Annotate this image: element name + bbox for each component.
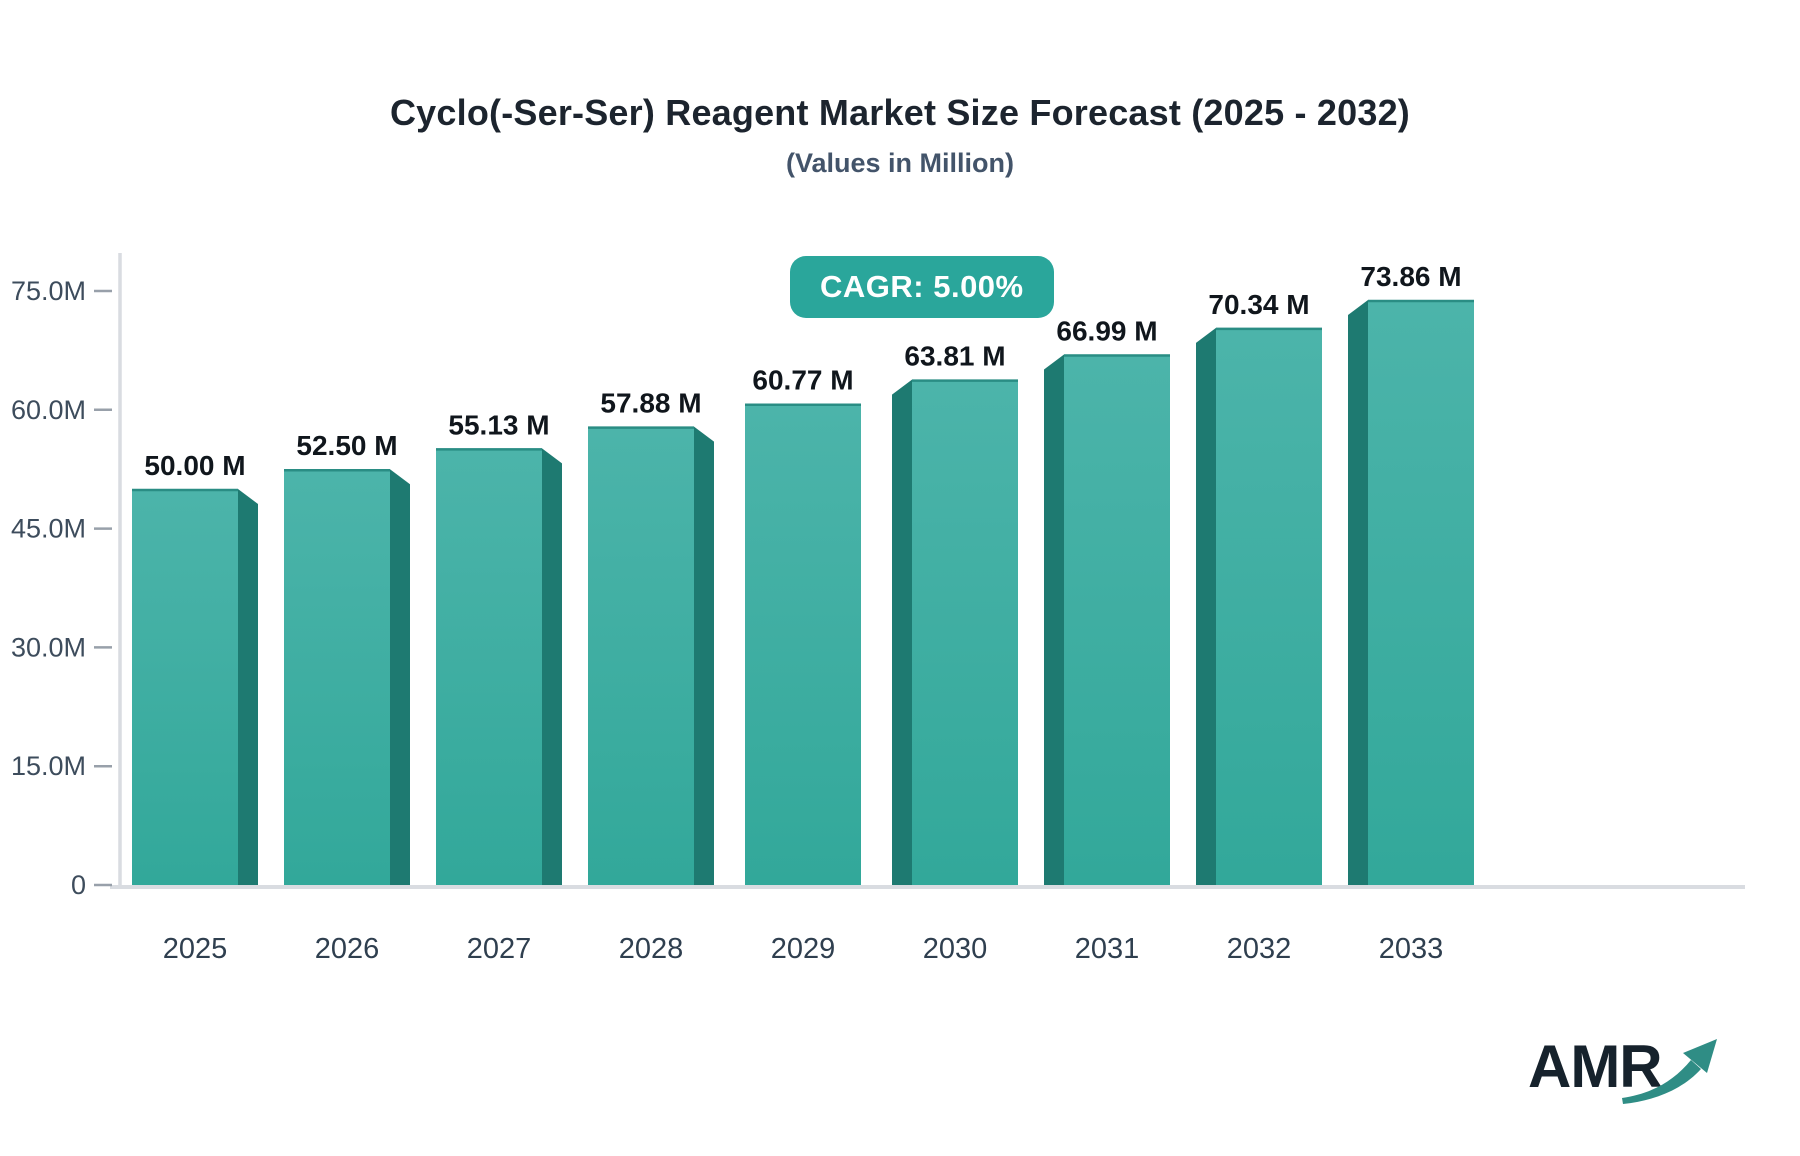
bar-value-label: 52.50 M	[296, 430, 397, 461]
bar-group-2030: 63.81 M	[892, 341, 1018, 885]
bar-face	[1064, 354, 1170, 885]
x-tick-label: 2028	[619, 933, 684, 965]
y-tick-label: 15.0M	[11, 751, 86, 781]
bar-group-2029: 60.77 M	[745, 365, 861, 885]
y-tick-label: 60.0M	[11, 395, 86, 425]
bar-face	[132, 489, 238, 885]
bar-value-label: 73.86 M	[1360, 261, 1461, 292]
page-subtitle: (Values in Million)	[785, 148, 1015, 178]
bar-value-label: 57.88 M	[600, 388, 701, 419]
cagr-badge: CAGR: 5.00%	[790, 256, 1054, 318]
bar-value-label: 55.13 M	[448, 409, 549, 440]
x-tick-label: 2029	[771, 933, 836, 965]
bar-side-face	[1044, 354, 1064, 885]
bar-side-face	[694, 426, 714, 885]
trend-up-arrow-icon	[1622, 1039, 1717, 1104]
x-tick-label: 2033	[1379, 933, 1444, 965]
bar-group-2026: 52.50 M	[284, 430, 410, 885]
bar-group-2031: 66.99 M	[1044, 315, 1170, 885]
bar-value-label: 63.81 M	[904, 341, 1005, 372]
bar-group-2027: 55.13 M	[436, 409, 562, 885]
bar-value-label: 50.00 M	[144, 450, 245, 481]
bar-group-2033: 73.86 M	[1348, 261, 1474, 885]
bar-side-face	[1348, 300, 1368, 885]
bar-face	[912, 379, 1018, 885]
bar-value-label: 70.34 M	[1208, 289, 1309, 320]
bar-value-label: 60.77 M	[752, 365, 853, 396]
bar-side-face	[1196, 327, 1216, 885]
cagr-badge-label: CAGR: 5.00%	[820, 269, 1024, 304]
bar-face	[436, 448, 542, 885]
x-tick-label: 2026	[315, 933, 380, 965]
bar-value-label: 66.99 M	[1056, 315, 1157, 346]
bar-side-face	[390, 469, 410, 885]
x-tick-label: 2027	[467, 933, 532, 965]
amr-logo: AMR	[1528, 1032, 1748, 1122]
bar-face	[1216, 327, 1322, 885]
bar-face	[745, 403, 861, 885]
bar-face	[588, 426, 694, 885]
bar-group-2028: 57.88 M	[588, 388, 714, 885]
bar-group-2032: 70.34 M	[1196, 289, 1322, 885]
bar-face	[1368, 300, 1474, 885]
x-tick-label: 2032	[1227, 933, 1292, 965]
amr-logo-text: AMR	[1528, 1033, 1663, 1100]
x-tick-label: 2025	[163, 933, 228, 965]
page-title: Cyclo(-Ser-Ser) Reagent Market Size Fore…	[389, 92, 1410, 133]
y-tick-label: 30.0M	[11, 632, 86, 662]
bar-group-2025: 50.00 M	[132, 450, 258, 885]
bar-side-face	[892, 379, 912, 885]
bar-face	[284, 469, 390, 885]
bar-side-face	[542, 448, 562, 885]
y-tick-label: 75.0M	[11, 276, 86, 306]
y-tick-label: 45.0M	[11, 514, 86, 544]
y-tick-label: 0	[71, 870, 86, 900]
x-tick-label: 2031	[1075, 933, 1140, 965]
x-tick-label: 2030	[923, 933, 988, 965]
bar-side-face	[238, 489, 258, 885]
